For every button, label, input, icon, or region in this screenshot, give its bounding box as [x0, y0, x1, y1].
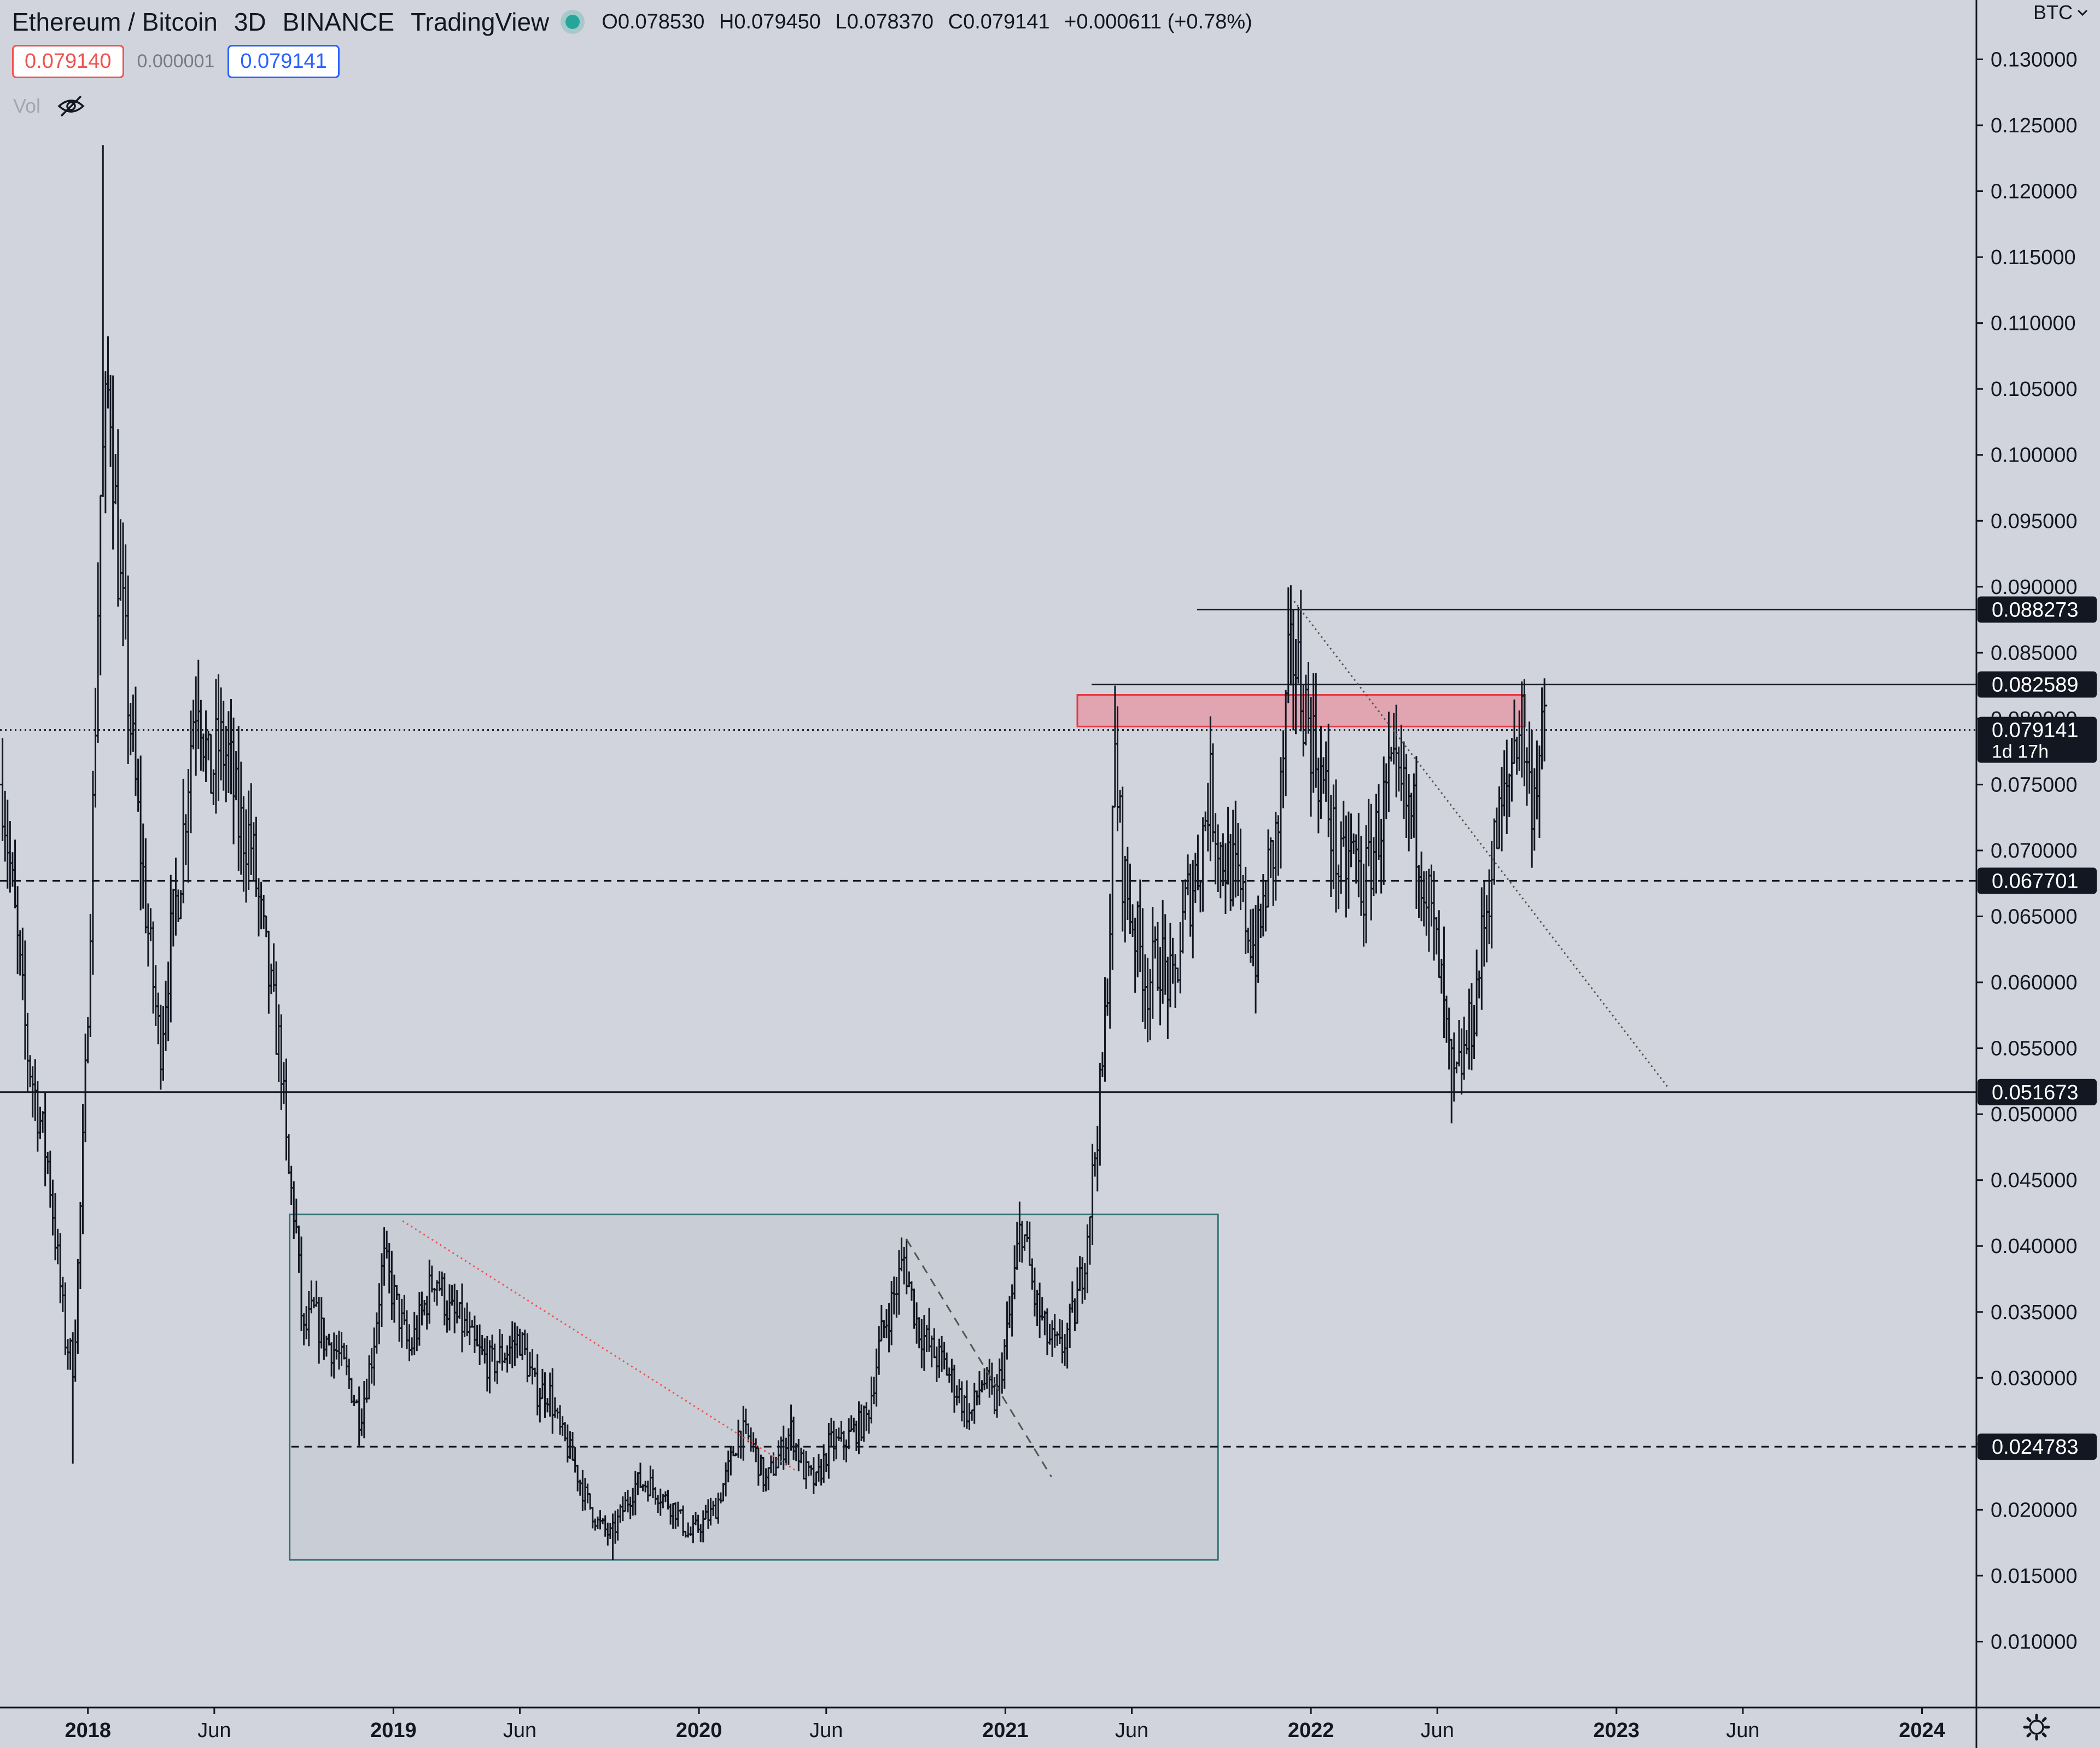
volume-label[interactable]: Vol — [13, 95, 41, 117]
price-tick-label: 0.030000 — [1991, 1367, 2078, 1390]
open-label: O — [602, 10, 618, 33]
time-tick-label: 2019 — [370, 1719, 417, 1742]
price-tick-label: 0.055000 — [1991, 1038, 2078, 1061]
price-level-badge[interactable] — [1978, 867, 2097, 894]
exchange-label: BINANCE — [282, 8, 395, 36]
open-value: 0.078530 — [617, 10, 705, 33]
gear-icon[interactable] — [2022, 1713, 2051, 1741]
sell-price-button[interactable]: 0.079140 — [12, 45, 124, 78]
price-badge-label: 0.067701 — [1992, 870, 2079, 893]
time-tick-label: 2021 — [982, 1719, 1029, 1742]
price-badge-label: 0.051673 — [1992, 1081, 2079, 1104]
symbol-name[interactable]: Ethereum / Bitcoin — [12, 8, 218, 36]
price-tick-label: 0.085000 — [1991, 642, 2078, 665]
time-tick-label: Jun — [1726, 1719, 1759, 1742]
time-tick-label: 2022 — [1288, 1719, 1334, 1742]
volume-legend: Vol — [13, 94, 85, 118]
bar-countdown-label: 1d 17h — [1992, 742, 2049, 762]
price-tick-label: 0.110000 — [1991, 312, 2076, 335]
currency-selector[interactable]: BTC — [2033, 1, 2088, 24]
price-level-badge[interactable] — [1978, 671, 2097, 698]
low-label: L — [835, 10, 847, 33]
price-tick-label: 0.105000 — [1991, 378, 2078, 401]
price-tick-label: 0.010000 — [1991, 1630, 2078, 1653]
close-label: C — [948, 10, 964, 33]
price-tick-label: 0.115000 — [1991, 246, 2076, 269]
time-tick-label: 2024 — [1899, 1719, 1945, 1742]
price-tick-label: 0.070000 — [1991, 840, 2078, 863]
low-value: 0.078370 — [847, 10, 934, 33]
currency-label: BTC — [2033, 1, 2073, 24]
time-tick-label: Jun — [1115, 1719, 1148, 1742]
time-tick-label: Jun — [1421, 1719, 1454, 1742]
price-tick-label: 0.040000 — [1991, 1235, 2078, 1258]
range-box[interactable] — [289, 1213, 1219, 1561]
time-tick-label: Jun — [503, 1719, 536, 1742]
price-tick-label: 0.015000 — [1991, 1565, 2078, 1588]
high-value: 0.079450 — [734, 10, 821, 33]
price-badge-label: 0.024783 — [1992, 1436, 2079, 1459]
price-tick-label: 0.045000 — [1991, 1169, 2078, 1192]
price-badge-label: 0.088273 — [1992, 598, 2079, 621]
time-axis[interactable] — [0, 1708, 2100, 1748]
price-tick-label: 0.100000 — [1991, 444, 2078, 467]
price-tick-label: 0.125000 — [1991, 114, 2078, 137]
price-level-badge[interactable] — [1978, 596, 2097, 623]
close-value: 0.079141 — [963, 10, 1050, 33]
price-tick-label: 0.050000 — [1991, 1103, 2078, 1126]
price-badge-label: 0.082589 — [1992, 673, 2079, 696]
price-tick-label: 0.120000 — [1991, 180, 2078, 203]
trendline[interactable] — [906, 1239, 1052, 1477]
chart-header: Ethereum / Bitcoin 3D BINANCE TradingVie… — [12, 5, 1261, 38]
price-tick-label: 0.020000 — [1991, 1499, 2078, 1522]
time-tick-label: Jun — [197, 1719, 231, 1742]
trendline[interactable] — [402, 1220, 796, 1471]
high-label: H — [719, 10, 734, 33]
price-badge-label: 0.079141 — [1992, 719, 2079, 742]
time-tick-label: 2023 — [1594, 1719, 1640, 1742]
eye-crossed-icon[interactable] — [57, 94, 85, 118]
price-tick-label: 0.095000 — [1991, 510, 2078, 533]
price-level-badge[interactable] — [1978, 1434, 2097, 1460]
price-bars — [0, 145, 1548, 1560]
buy-price-button[interactable]: 0.079141 — [228, 45, 340, 78]
source-label: TradingView — [411, 8, 550, 36]
market-status-icon[interactable] — [565, 15, 580, 29]
price-level-badge[interactable] — [1978, 1079, 2097, 1105]
price-tick-label: 0.090000 — [1991, 576, 2078, 599]
price-tick-label: 0.065000 — [1991, 906, 2078, 929]
time-tick-label: 2020 — [676, 1719, 722, 1742]
time-tick-label: Jun — [809, 1719, 843, 1742]
ohlc-bar — [1097, 1063, 1103, 1166]
price-tick-label: 0.130000 — [1991, 48, 2078, 71]
interval-label[interactable]: 3D — [234, 8, 266, 36]
price-tick-label: 0.075000 — [1991, 773, 2078, 796]
spread-value: 0.000001 — [137, 51, 215, 72]
ohlc-bar — [1542, 678, 1548, 762]
price-tick-label: 0.035000 — [1991, 1301, 2078, 1324]
time-tick-label: 2018 — [65, 1719, 111, 1742]
change-value: +0.000611 (+0.78%) — [1064, 10, 1252, 33]
ohlc-values: O0.078530 H0.079450 L0.078370 C0.079141 … — [602, 10, 1261, 34]
quote-row: 0.079140 0.000001 0.079141 — [12, 45, 340, 78]
current-price-badge[interactable] — [1978, 716, 2097, 763]
chevron-down-icon — [2077, 9, 2088, 16]
price-tick-label: 0.060000 — [1991, 971, 2078, 994]
